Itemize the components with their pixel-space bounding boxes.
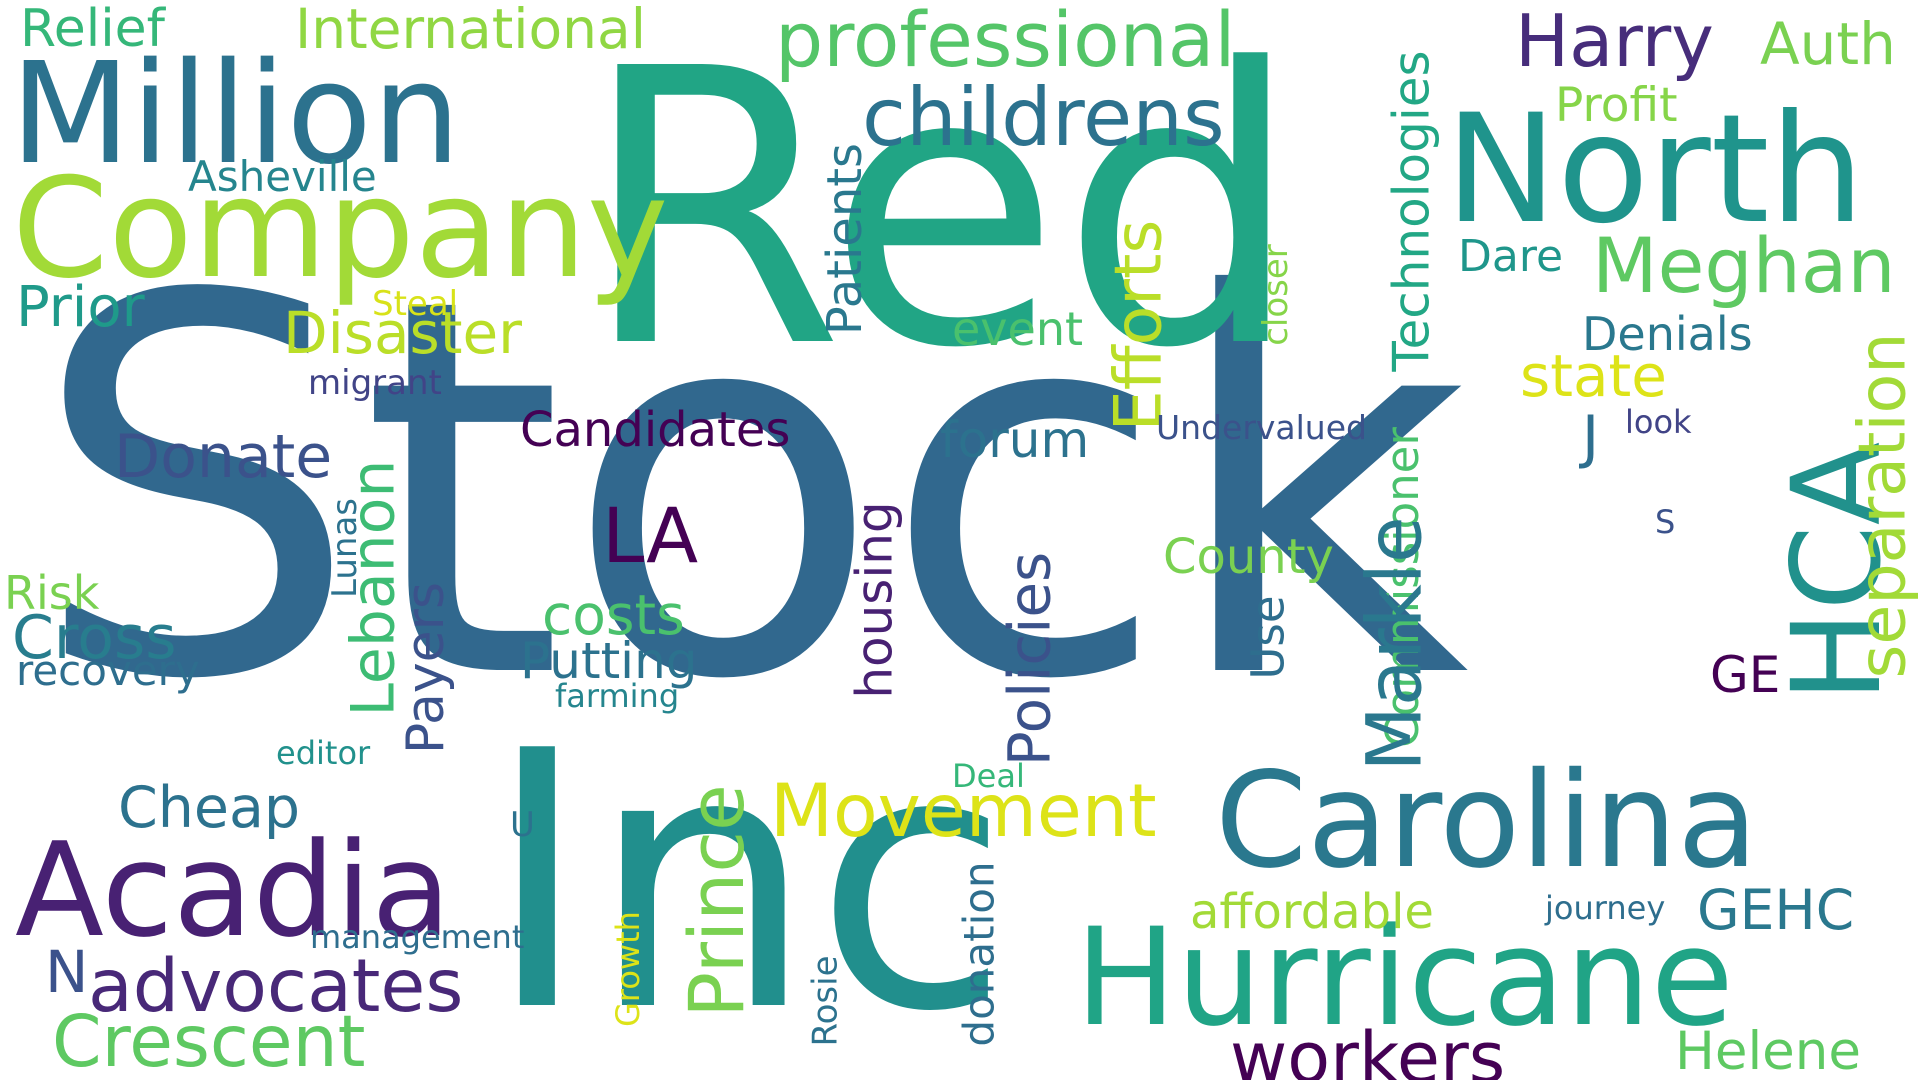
word-policies: Policies: [995, 551, 1064, 767]
word-editor: editor: [276, 734, 371, 772]
word-event: event: [952, 302, 1084, 356]
word-cross: Cross: [12, 603, 177, 673]
word-patients: Patients: [817, 142, 874, 336]
word-housing: housing: [845, 501, 904, 699]
word-steal: Steal: [372, 284, 459, 324]
word-professional: professional: [775, 0, 1236, 84]
word-donation: donation: [954, 861, 1004, 1047]
word-use: Use: [1241, 595, 1295, 680]
word-undervalued: Undervalued: [1156, 408, 1367, 447]
word-denials: Denials: [1582, 307, 1753, 361]
word-inc: Inc: [485, 675, 1010, 1080]
word-payers: Payers: [396, 581, 457, 755]
word-asheville: Asheville: [188, 152, 377, 201]
word-movement: Movement: [770, 769, 1157, 854]
word-technologies: Technologies: [1382, 50, 1441, 372]
word-relief: Relief: [20, 0, 165, 59]
word-prince: Prince: [671, 784, 761, 1018]
word-la: LA: [602, 491, 699, 580]
word-putting: Putting: [520, 632, 698, 690]
word-look: look: [1625, 403, 1692, 441]
word-forum: forum: [940, 411, 1090, 469]
word-donate: Donate: [114, 422, 333, 492]
word-separation: separation: [1845, 332, 1920, 679]
word-workers: workers: [1230, 1017, 1506, 1080]
word-hurricane: Hurricane: [1075, 899, 1734, 1056]
word-county: County: [1163, 529, 1334, 585]
word-risk: Risk: [4, 566, 100, 620]
word-management: management: [310, 918, 525, 956]
word-disaster: Disaster: [283, 299, 523, 367]
word-recovery: recovery: [16, 646, 200, 695]
word-advocates: advocates: [88, 944, 464, 1029]
word-stock: Stock: [30, 187, 1470, 793]
word-international: International: [295, 0, 647, 61]
word-gehc: GEHC: [1697, 878, 1855, 942]
word-growth: Growth: [608, 911, 647, 1027]
word-cheap: Cheap: [118, 775, 301, 841]
word-company: Company: [12, 148, 669, 309]
word-carolina: Carolina: [1215, 744, 1759, 898]
word-farming: farming: [555, 677, 680, 715]
word-north: North: [1445, 83, 1865, 257]
word-s: S: [1655, 503, 1676, 541]
word-million: Million: [10, 33, 461, 196]
word-harry: Harry: [1515, 0, 1714, 83]
word-profit: Profit: [1555, 78, 1678, 133]
word-prior: Prior: [16, 275, 145, 340]
word-ge: GE: [1710, 646, 1781, 704]
word-auth: Auth: [1760, 10, 1896, 78]
word-j: J: [1582, 403, 1600, 471]
word-acadia: Acadia: [15, 814, 452, 966]
word-n: N: [45, 938, 89, 1006]
word-markle: Markle: [1349, 516, 1439, 772]
word-red: Red: [580, 0, 1302, 431]
word-crescent: Crescent: [52, 1000, 366, 1080]
word-dare: Dare: [1458, 231, 1564, 282]
word-migrant: migrant: [308, 363, 442, 403]
word-journey: journey: [1545, 889, 1666, 927]
word-u: U: [510, 805, 535, 845]
word-childrens: childrens: [862, 71, 1225, 164]
word-meghan: Meghan: [1592, 221, 1896, 310]
word-deal: Deal: [952, 757, 1025, 795]
word-efforts: Efforts: [1101, 219, 1177, 432]
word-lunas: Lunas: [325, 498, 365, 598]
word-closer: closer: [1255, 244, 1296, 346]
word-costs: costs: [542, 583, 685, 647]
word-affordable: affordable: [1190, 884, 1434, 940]
word-rosie: Rosie: [805, 955, 846, 1047]
word-helene: Helene: [1675, 1021, 1861, 1080]
word-state: state: [1520, 342, 1667, 410]
word-candidates: Candidates: [520, 402, 791, 458]
